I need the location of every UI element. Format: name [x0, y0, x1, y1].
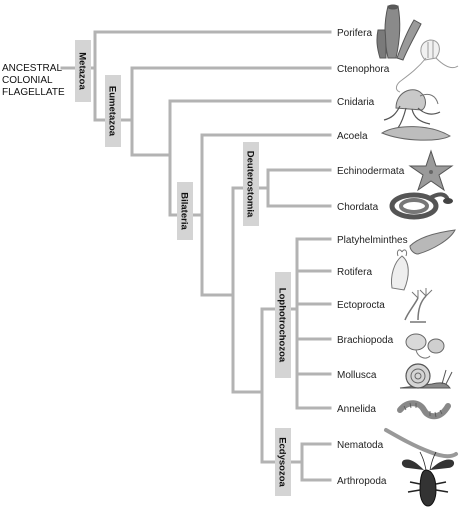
clade-box — [275, 272, 291, 378]
clade-box — [177, 182, 193, 240]
acoel-flatworm-icon — [380, 126, 451, 141]
taxon-brachiopoda: Brachiopoda — [337, 335, 394, 346]
bryozoan-icon — [404, 288, 433, 323]
flatworm-icon — [409, 229, 456, 255]
taxon-platyhelminthes: Platyhelminthes — [337, 235, 408, 246]
tree-branches — [60, 30, 332, 482]
clade-box — [275, 428, 291, 496]
branch-deuterostomia — [266, 168, 332, 208]
clade-text: Eumetazoa — [107, 86, 118, 137]
taxon-cnidaria: Cnidaria — [337, 97, 375, 108]
taxon-nematoda: Nematoda — [337, 440, 384, 451]
taxon-annelida: Annelida — [337, 404, 376, 415]
taxon-chordata: Chordata — [337, 202, 379, 213]
clade-label-bilateria: Bilateria — [177, 182, 193, 240]
clade-text: Ecdysozoa — [277, 437, 288, 487]
earthworm-icon — [397, 400, 451, 420]
taxon-porifera: Porifera — [337, 28, 372, 39]
clade-text: Deuterostomia — [245, 151, 256, 218]
snake-icon — [389, 192, 453, 220]
jellyfish-icon — [383, 89, 441, 129]
branch-ecdysozoa — [300, 442, 332, 482]
comb-jelly-icon — [395, 39, 459, 93]
clade-label-ecdysozoa: Ecdysozoa — [275, 428, 291, 496]
clade-label-metazoa: Metazoa — [75, 40, 91, 102]
rotifer-icon — [391, 249, 409, 291]
branch-eumetazoa — [130, 66, 332, 157]
taxon-mollusca: Mollusca — [337, 370, 377, 381]
clade-box — [75, 40, 91, 102]
branch-lophotrochozoa — [295, 237, 332, 410]
taxon-labels: Porifera Ctenophora Cnidaria Acoela Echi… — [337, 28, 408, 487]
clade-label-lophotrochozoa: Lophotrochozoa — [275, 272, 291, 378]
branch-bilateria — [200, 133, 332, 297]
clade-text: Metazoa — [77, 52, 88, 90]
clade-box — [243, 142, 259, 226]
sponge-icon — [376, 4, 422, 61]
root-label: ANCESTRAL COLONIAL FLAGELLATE — [2, 63, 65, 98]
roundworm-icon — [384, 428, 458, 459]
clade-text: Lophotrochozoa — [277, 288, 288, 363]
branch-metazoa — [93, 30, 332, 122]
taxon-ctenophora: Ctenophora — [337, 64, 390, 75]
taxon-rotifera: Rotifera — [337, 267, 372, 278]
brachiopod-icon — [405, 333, 445, 359]
clade-label-eumetazoa: Eumetazoa — [105, 75, 121, 147]
organism-icons — [376, 4, 459, 507]
lobster-icon — [401, 451, 455, 507]
taxon-acoela: Acoela — [337, 131, 368, 142]
snail-icon — [399, 363, 453, 389]
clade-label-deuterostomia: Deuterostomia — [243, 142, 259, 226]
clade-box — [105, 75, 121, 147]
clade-text: Bilateria — [179, 192, 190, 230]
taxon-arthropoda: Arthropoda — [337, 476, 387, 487]
sea-star-icon — [408, 149, 454, 192]
taxon-echinodermata: Echinodermata — [337, 166, 405, 177]
taxon-ectoprocta: Ectoprocta — [337, 300, 385, 311]
